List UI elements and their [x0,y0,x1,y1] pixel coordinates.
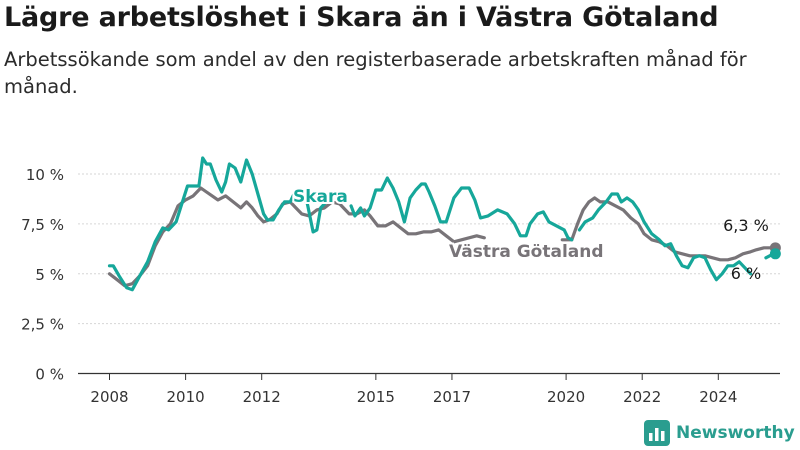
x-tick-label: 2024 [699,388,737,406]
vg-end-value-label: 6,3 % [723,216,769,235]
x-tick-label: 2008 [90,388,128,406]
y-axis: 0 % 2,5 % 5 % 7,5 % 10 % [21,166,64,384]
gridlines [78,173,780,375]
series-lines [107,156,777,292]
y-tick-label: 0 % [35,366,64,384]
x-tick-label: 2020 [547,388,585,406]
newsworthy-logo: Newsworthy [644,420,795,446]
chart-subtitle: Arbetssökande som andel av den registerb… [4,48,747,98]
y-tick-label: 7,5 % [21,216,64,234]
series-line-skara [349,176,574,242]
series-labels: 6,3 % 6 % Skara Västra Götaland [291,185,781,283]
x-tick-label: 2022 [623,388,661,406]
skara-series-label: Skara [293,187,348,207]
x-tick-label: 2012 [243,388,281,406]
series-line-skara [107,156,328,292]
x-tick-label: 2010 [167,388,205,406]
bar-chart-icon [644,420,670,446]
y-tick-label: 10 % [26,166,64,184]
series-line-skara [577,192,753,282]
x-tick-label: 2017 [433,388,471,406]
x-axis: 2008 2010 2012 2015 2017 2020 2022 2024 [90,374,737,406]
chart-title: Lägre arbetslöshet i Skara än i Västra G… [4,2,719,33]
skara-end-value-label: 6 % [731,264,761,283]
x-tick-label: 2015 [357,388,395,406]
brand-name: Newsworthy [676,423,795,443]
y-tick-label: 2,5 % [21,316,64,334]
vg-series-label: Västra Götaland [449,242,604,262]
series-end-dot [769,248,781,260]
y-tick-label: 5 % [35,266,64,284]
